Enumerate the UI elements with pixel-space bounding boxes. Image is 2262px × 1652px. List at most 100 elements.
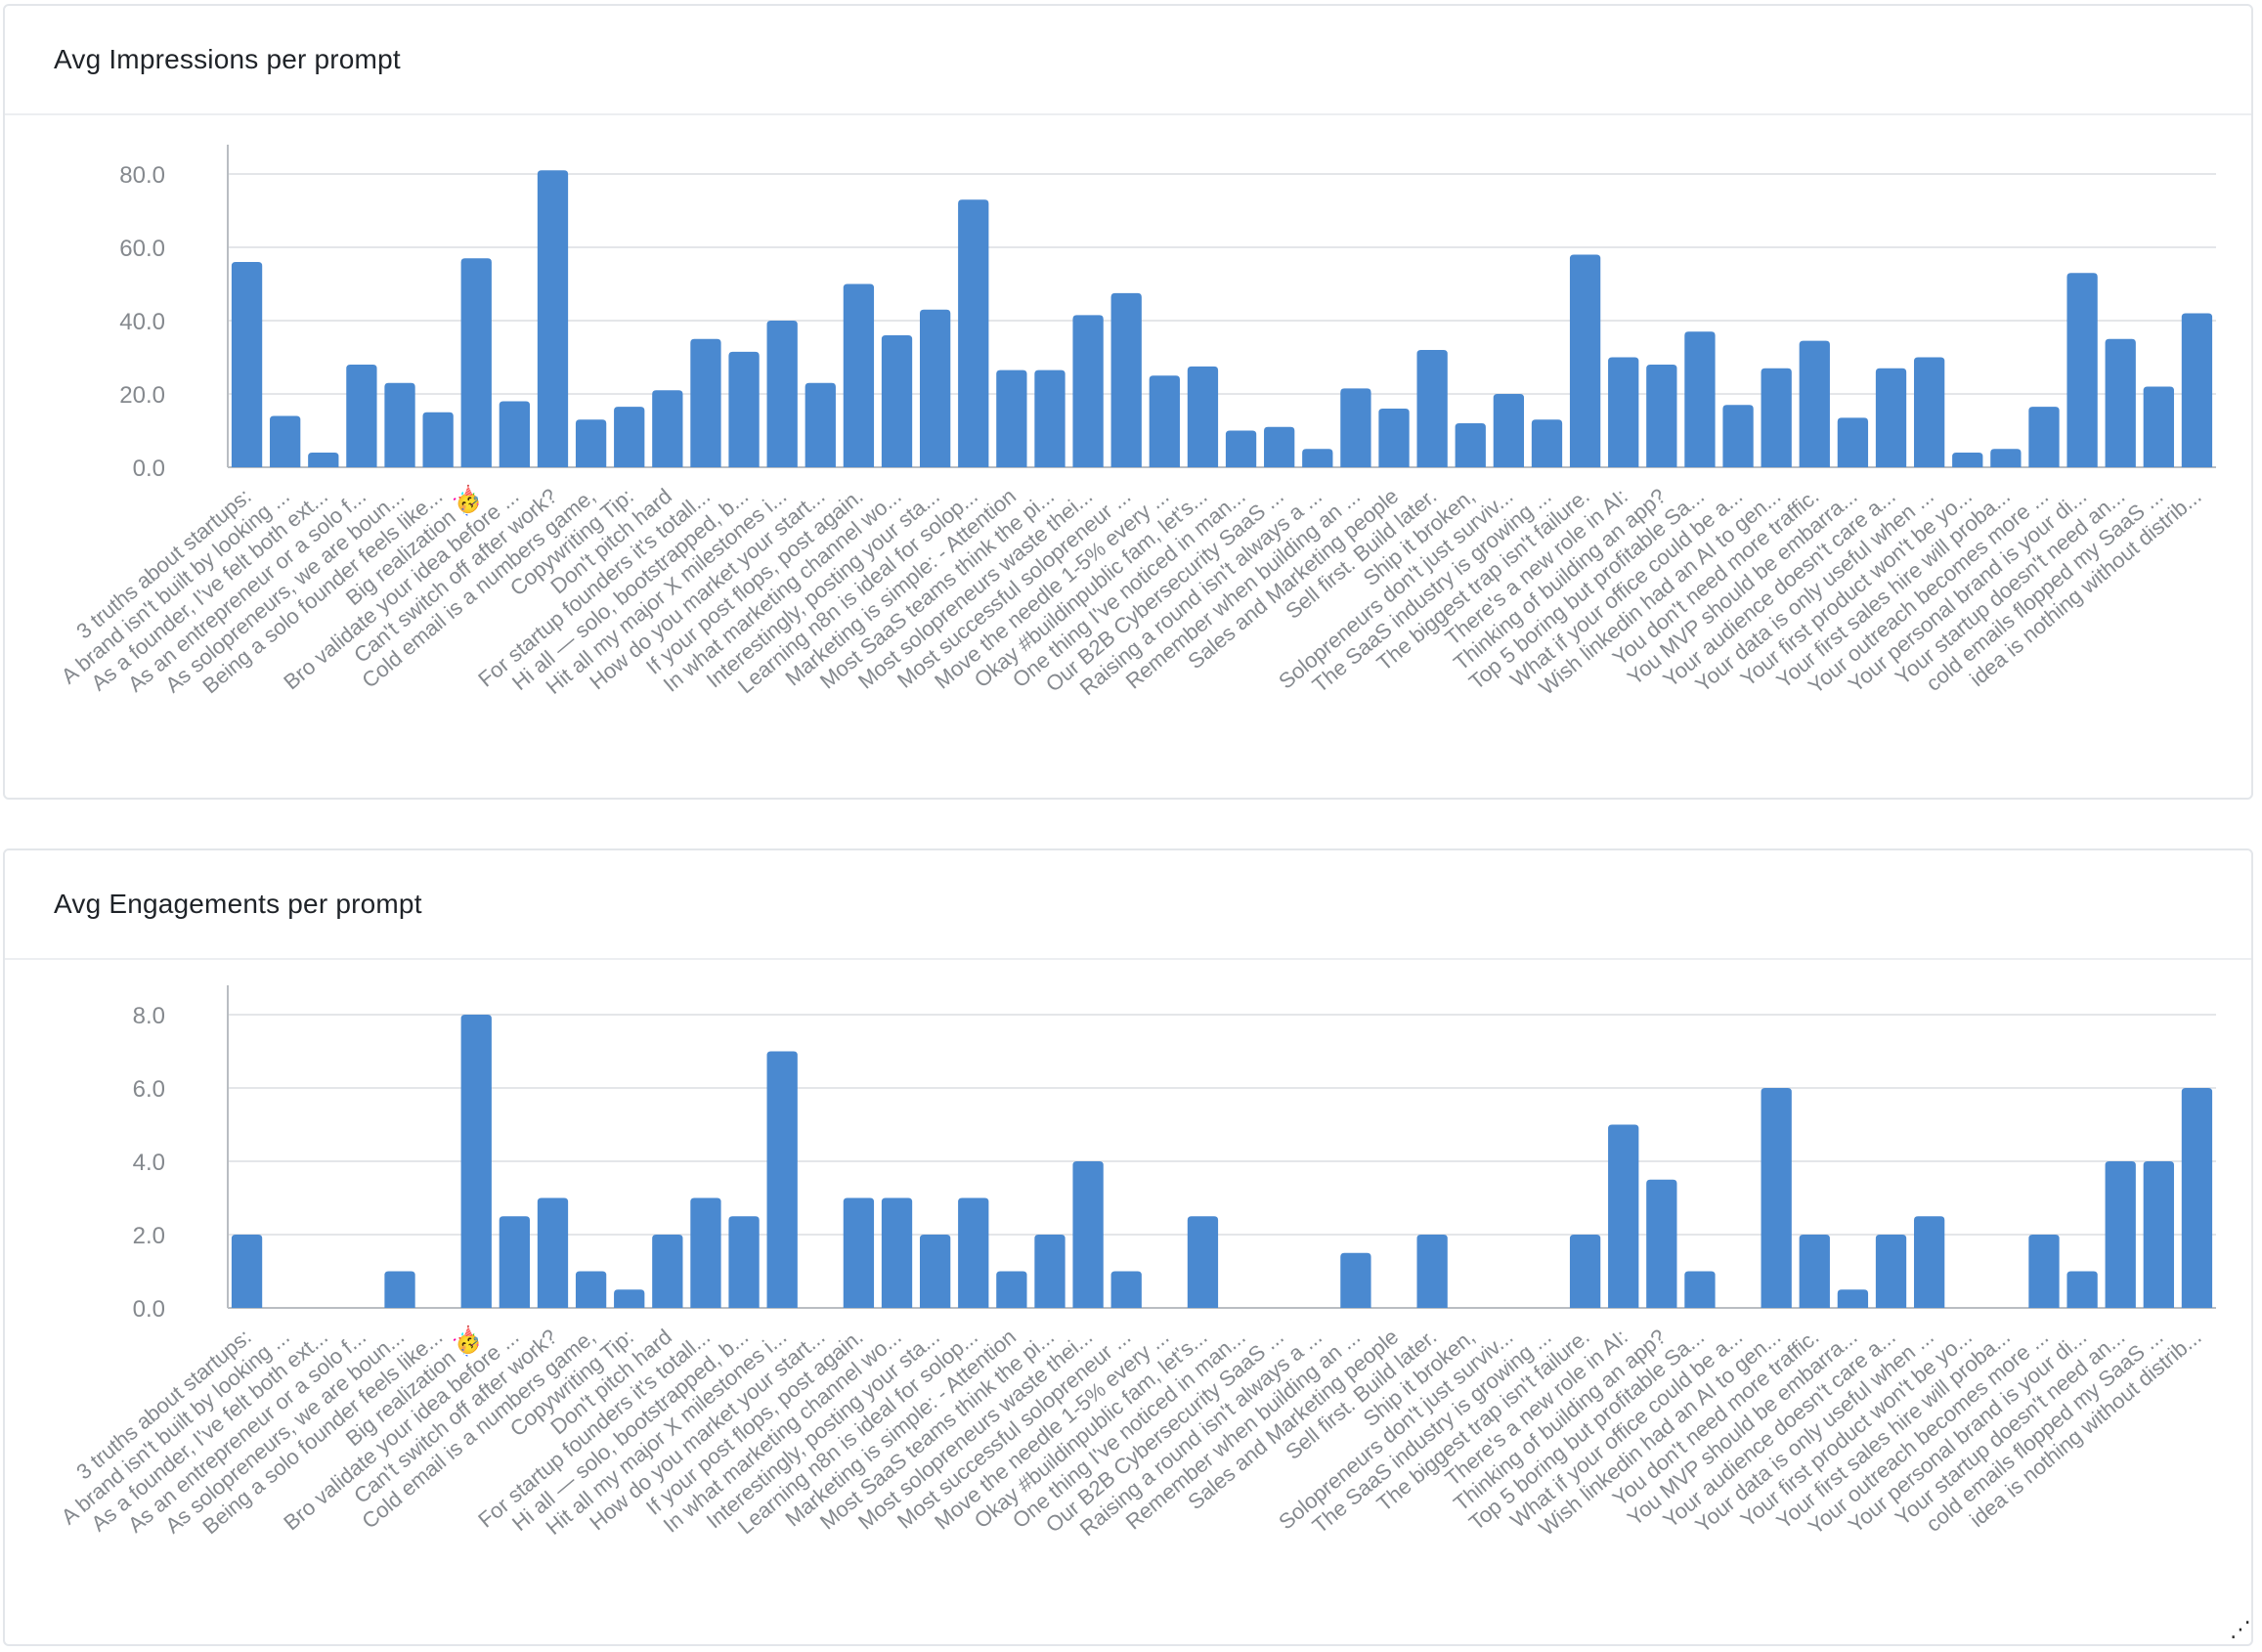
bar[interactable] xyxy=(1034,370,1066,467)
bar[interactable] xyxy=(1302,449,1333,467)
bar[interactable] xyxy=(1799,1235,1830,1308)
bar[interactable] xyxy=(1608,1124,1639,1309)
bar[interactable] xyxy=(2028,407,2060,467)
bar[interactable] xyxy=(1837,417,1869,467)
impressions-chart-title: Avg Impressions per prompt xyxy=(54,44,401,74)
bar[interactable] xyxy=(1149,375,1180,467)
bar[interactable] xyxy=(881,1197,913,1309)
bar[interactable] xyxy=(384,382,415,467)
bar[interactable] xyxy=(652,390,683,467)
bar[interactable] xyxy=(690,338,721,467)
bar[interactable] xyxy=(1072,1161,1104,1308)
bar[interactable] xyxy=(1875,1235,1907,1308)
bar[interactable] xyxy=(1913,1216,1945,1308)
bar[interactable] xyxy=(1340,1252,1371,1308)
bar[interactable] xyxy=(1646,1179,1677,1308)
bar[interactable] xyxy=(1110,1271,1142,1309)
bar[interactable] xyxy=(2066,273,2098,467)
bar[interactable] xyxy=(1646,365,1677,467)
bar[interactable] xyxy=(919,1235,951,1308)
y-tick-label: 20.0 xyxy=(119,382,165,409)
bar[interactable] xyxy=(728,1216,760,1308)
bar[interactable] xyxy=(1952,453,1983,467)
bar[interactable] xyxy=(384,1271,415,1309)
engagements-chart-title: Avg Engagements per prompt xyxy=(54,889,422,919)
y-tick-label: 2.0 xyxy=(133,1223,165,1249)
bar[interactable] xyxy=(843,283,875,468)
bar[interactable] xyxy=(1990,449,2022,467)
bar[interactable] xyxy=(1799,340,1830,467)
bar[interactable] xyxy=(1761,1088,1792,1308)
bar[interactable] xyxy=(1684,331,1716,467)
bar[interactable] xyxy=(270,415,301,468)
bar[interactable] xyxy=(1913,357,1945,468)
bar[interactable] xyxy=(881,335,913,467)
bar[interactable] xyxy=(1110,292,1142,467)
bar[interactable] xyxy=(2143,386,2174,468)
bar[interactable] xyxy=(2143,1161,2174,1308)
bar[interactable] xyxy=(231,1235,263,1308)
impressions-chart-header: Avg Impressions per prompt xyxy=(5,6,2251,115)
bar[interactable] xyxy=(996,1271,1027,1309)
bar[interactable] xyxy=(308,453,339,467)
bar[interactable] xyxy=(2181,313,2213,468)
bar[interactable] xyxy=(652,1235,683,1308)
bar[interactable] xyxy=(346,365,377,467)
bar[interactable] xyxy=(537,170,569,467)
bar[interactable] xyxy=(1378,409,1410,467)
bar[interactable] xyxy=(460,258,492,467)
bar[interactable] xyxy=(1455,423,1486,467)
bar[interactable] xyxy=(919,309,951,467)
bar[interactable] xyxy=(766,1051,798,1309)
bar[interactable] xyxy=(1493,394,1525,467)
bar[interactable] xyxy=(690,1197,721,1309)
engagements-chart-card: Avg Engagements per prompt 0.0 2.0 4.0 6.0 8… xyxy=(3,848,2253,1646)
bar[interactable] xyxy=(1072,315,1104,467)
bar[interactable] xyxy=(1225,430,1257,468)
bar[interactable] xyxy=(2066,1271,2098,1309)
bar[interactable] xyxy=(1187,1216,1219,1308)
bar[interactable] xyxy=(958,199,989,467)
engagements-bar-chart: 0.02.04.06.08.03 truths about startups:A… xyxy=(57,985,2216,1541)
bar[interactable] xyxy=(2105,1161,2136,1308)
bar[interactable] xyxy=(996,370,1027,467)
y-tick-label: 0.0 xyxy=(133,1296,165,1323)
bar[interactable] xyxy=(499,401,531,468)
bar[interactable] xyxy=(766,321,798,467)
bar[interactable] xyxy=(460,1015,492,1308)
bar[interactable] xyxy=(805,382,836,467)
bar[interactable] xyxy=(843,1197,875,1309)
y-tick-label: 8.0 xyxy=(133,1003,165,1029)
bar[interactable] xyxy=(2028,1235,2060,1308)
bar[interactable] xyxy=(2105,338,2136,467)
bar[interactable] xyxy=(1722,405,1754,467)
bar[interactable] xyxy=(1608,357,1639,468)
bar[interactable] xyxy=(1187,366,1219,467)
bar[interactable] xyxy=(575,1271,607,1309)
bar[interactable] xyxy=(1569,254,1601,468)
bar[interactable] xyxy=(1531,419,1563,467)
bar[interactable] xyxy=(1684,1271,1716,1309)
resize-handle-icon[interactable]: ⋰ xyxy=(2230,1617,2251,1641)
y-tick-label: 80.0 xyxy=(119,162,165,189)
bar[interactable] xyxy=(2181,1088,2213,1308)
bar[interactable] xyxy=(499,1216,531,1308)
bar[interactable] xyxy=(728,351,760,467)
bar[interactable] xyxy=(1761,368,1792,467)
bar[interactable] xyxy=(575,419,607,467)
y-tick-label: 6.0 xyxy=(133,1076,165,1103)
bar[interactable] xyxy=(958,1197,989,1309)
bar[interactable] xyxy=(1416,1235,1448,1308)
bar[interactable] xyxy=(1034,1235,1066,1308)
bar[interactable] xyxy=(1416,350,1448,467)
bar[interactable] xyxy=(614,407,645,467)
bar[interactable] xyxy=(1340,388,1371,467)
bar[interactable] xyxy=(422,412,454,467)
bar[interactable] xyxy=(1837,1289,1869,1308)
bar[interactable] xyxy=(1569,1235,1601,1308)
bar[interactable] xyxy=(614,1289,645,1308)
bar[interactable] xyxy=(537,1197,569,1309)
bar[interactable] xyxy=(231,262,263,467)
bar[interactable] xyxy=(1875,368,1907,467)
bar[interactable] xyxy=(1264,426,1295,467)
